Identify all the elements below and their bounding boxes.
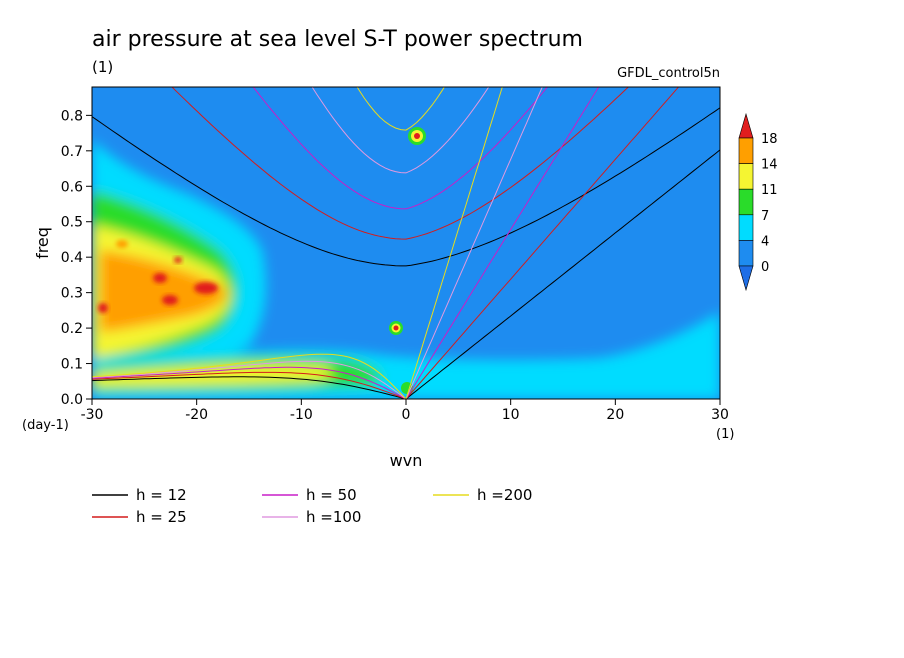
x-tick-label: -10 bbox=[290, 407, 313, 423]
y-tick-label: 0.3 bbox=[61, 286, 83, 302]
red-blob bbox=[162, 295, 178, 305]
colorbar-label: 7 bbox=[761, 209, 769, 224]
plot-area bbox=[91, 86, 721, 400]
rossby-wave-curve bbox=[92, 366, 407, 399]
colorbar-swatch bbox=[738, 214, 754, 241]
kelvin-wave-curve bbox=[405, 87, 680, 399]
legend-label: h = 25 bbox=[136, 508, 187, 526]
y-tick-label: 0.5 bbox=[61, 215, 83, 231]
yellow-band-lowfreq bbox=[92, 364, 333, 386]
kelvin-wave-curve bbox=[405, 87, 543, 399]
rossby-wave-curve bbox=[92, 360, 407, 399]
rossby-wave-curve bbox=[92, 376, 407, 399]
colorbar-swatch bbox=[738, 188, 754, 216]
inertia-gravity-curve bbox=[171, 87, 630, 240]
colorbar-max-triangle bbox=[738, 112, 754, 139]
colorbar-swatch bbox=[738, 137, 754, 164]
y-axis: 0.0 0.1 0.2 0.3 0.4 0.5 0.6 0.7 0.8 bbox=[61, 108, 92, 408]
rossby-wave-curve bbox=[92, 371, 407, 399]
orange-blob bbox=[116, 240, 128, 248]
red-blob bbox=[194, 282, 218, 294]
red-blob bbox=[153, 273, 167, 283]
x-tick-label: 0 bbox=[402, 407, 411, 423]
kelvin-wave-curve bbox=[405, 87, 503, 399]
model-name: GFDL_control5n bbox=[617, 66, 720, 81]
colorbar-min-triangle bbox=[738, 265, 754, 292]
dispersion-curve-group bbox=[92, 87, 680, 399]
red-blob bbox=[98, 303, 108, 313]
legend-label: h = 12 bbox=[136, 486, 187, 504]
kelvin-wave-curve bbox=[405, 87, 600, 399]
orange-region-left bbox=[100, 250, 227, 332]
y-tick-label: 0.1 bbox=[61, 357, 83, 373]
colorbar-swatch bbox=[738, 163, 754, 190]
x-axis-units: (1) bbox=[716, 427, 734, 442]
legend: h = 12 h = 25 h = 50 h =100 h =200 bbox=[92, 486, 532, 526]
colorbar-label: 4 bbox=[761, 234, 769, 249]
x-tick-label: 30 bbox=[711, 407, 729, 423]
y-tick-label: 0.2 bbox=[61, 321, 83, 337]
colorbar-label: 0 bbox=[761, 260, 769, 275]
title-units: (1) bbox=[92, 58, 113, 76]
y-tick-label: 0.0 bbox=[61, 392, 83, 408]
rossby-wave-curve bbox=[92, 353, 407, 399]
x-tick-label: 20 bbox=[606, 407, 624, 423]
dispersion-curve-group bbox=[92, 87, 503, 399]
y-axis-units: (day-1) bbox=[22, 418, 69, 433]
dispersion-curve-group bbox=[92, 87, 600, 399]
x-tick-label: 10 bbox=[502, 407, 520, 423]
x-axis-label: wvn bbox=[390, 451, 423, 470]
legend-label: h =200 bbox=[477, 486, 532, 504]
chart-title: air pressure at sea level S-T power spec… bbox=[92, 27, 583, 52]
dispersion-curves bbox=[92, 87, 720, 399]
legend-label: h = 50 bbox=[306, 486, 357, 504]
inertia-gravity-curve bbox=[311, 87, 490, 174]
spectrum-fill-high bbox=[98, 127, 426, 394]
y-tick-label: 0.6 bbox=[61, 179, 83, 195]
kelvin-wave-curve bbox=[405, 149, 720, 399]
colorbar-label: 18 bbox=[761, 132, 778, 147]
legend-label: h =100 bbox=[306, 508, 361, 526]
y-tick-label: 0.4 bbox=[61, 250, 83, 266]
inertia-gravity-curve bbox=[252, 87, 548, 210]
dispersion-curve-group bbox=[92, 107, 720, 399]
dispersion-curve-group bbox=[92, 87, 543, 399]
x-tick-label: -20 bbox=[185, 407, 208, 423]
y-axis-label: freq bbox=[33, 227, 52, 259]
y-tick-label: 0.8 bbox=[61, 108, 83, 124]
peak-core bbox=[414, 133, 420, 139]
colorbar-label: 14 bbox=[761, 158, 778, 173]
inertia-gravity-curve bbox=[92, 107, 720, 267]
peak-core bbox=[393, 325, 399, 331]
red-blob bbox=[174, 257, 182, 263]
inertia-gravity-curve bbox=[356, 87, 445, 131]
colorbar-swatch bbox=[738, 240, 754, 267]
colorbar: 18 14 11 7 4 0 bbox=[738, 112, 778, 292]
x-tick-label: -30 bbox=[81, 407, 104, 423]
y-tick-label: 0.7 bbox=[61, 144, 83, 160]
x-axis: -30 -20 -10 0 10 20 30 bbox=[81, 399, 729, 423]
colorbar-label: 11 bbox=[761, 183, 778, 198]
